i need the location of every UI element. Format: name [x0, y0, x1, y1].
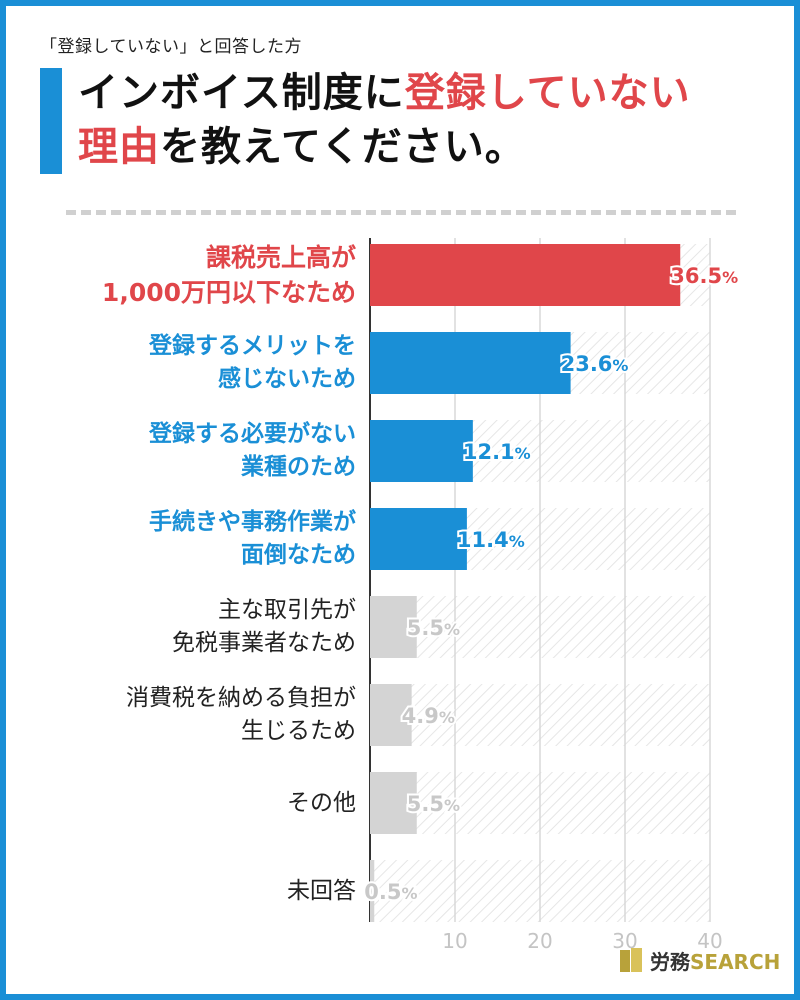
- category-label: 登録するメリットを感じないため: [26, 330, 356, 396]
- data-label: 12.1%: [463, 440, 531, 464]
- bar: [370, 596, 417, 658]
- brand-logo: 労務SEARCH: [620, 945, 780, 975]
- data-label: 0.5%: [364, 880, 417, 904]
- category-label-line: 手続きや事務作業が: [149, 509, 356, 535]
- data-label: 36.5%: [670, 264, 738, 288]
- logo-text-part-1: 労務: [650, 949, 690, 974]
- chart-title: インボイス制度に登録していない理由を教えてください。: [78, 66, 778, 174]
- title-part-2: 登録していない: [404, 70, 691, 116]
- category-label: その他: [26, 787, 356, 820]
- data-label: 5.5%: [407, 792, 460, 816]
- logo-icon: [620, 948, 642, 972]
- category-label-line: 主な取引先が: [218, 597, 356, 623]
- bar: [370, 684, 412, 746]
- category-label-line: 免税事業者なため: [172, 630, 356, 656]
- category-label-line: 登録する必要がない: [149, 421, 356, 447]
- bar: [370, 244, 681, 306]
- data-label: 11.4%: [457, 528, 525, 552]
- category-label: 消費税を納める負担が生じるため: [26, 682, 356, 748]
- category-label-line: 感じないため: [218, 366, 356, 392]
- x-tick-label: 10: [442, 929, 467, 953]
- divider: [66, 210, 736, 215]
- category-label-line: 面倒なため: [241, 542, 356, 568]
- data-label: 4.9%: [402, 704, 455, 728]
- category-label: 登録する必要がない業種のため: [26, 418, 356, 484]
- category-label-line: 消費税を納める負担が: [126, 685, 356, 711]
- bar: [370, 332, 571, 394]
- category-label: 未回答: [26, 875, 356, 908]
- bar: [370, 772, 417, 834]
- category-label-line: 未回答: [287, 877, 356, 904]
- category-label-line: 1,000万円以下なため: [101, 278, 356, 307]
- title-accent-bar: [40, 68, 62, 174]
- logo-text-part-2: SEARCH: [690, 949, 781, 974]
- category-label-line: 生じるため: [241, 718, 356, 744]
- category-label-line: 登録するメリットを: [149, 333, 356, 359]
- logo-text: 労務SEARCH: [650, 946, 780, 975]
- bar: [370, 420, 473, 482]
- x-tick-label: 20: [527, 929, 552, 953]
- data-label: 5.5%: [407, 616, 460, 640]
- data-label: 23.6%: [561, 352, 629, 376]
- category-label: 手続きや事務作業が面倒なため: [26, 506, 356, 572]
- title-part-3: 理由: [78, 124, 160, 170]
- category-label: 課税売上高が 1,000万円以下なため: [26, 240, 356, 310]
- title-part-1: インボイス制度に: [78, 70, 405, 116]
- subtitle: 「登録していない」と回答した方: [40, 37, 302, 57]
- bar: [370, 860, 375, 922]
- x-tick-label: 40: [697, 929, 722, 953]
- title-part-4: を教えてください。: [160, 124, 526, 170]
- bar: [370, 508, 467, 570]
- category-label-line: 課税売上高が: [205, 243, 356, 272]
- category-label-line: その他: [287, 789, 356, 816]
- category-label: 主な取引先が免税事業者なため: [26, 594, 356, 660]
- category-label-line: 業種のため: [241, 454, 356, 480]
